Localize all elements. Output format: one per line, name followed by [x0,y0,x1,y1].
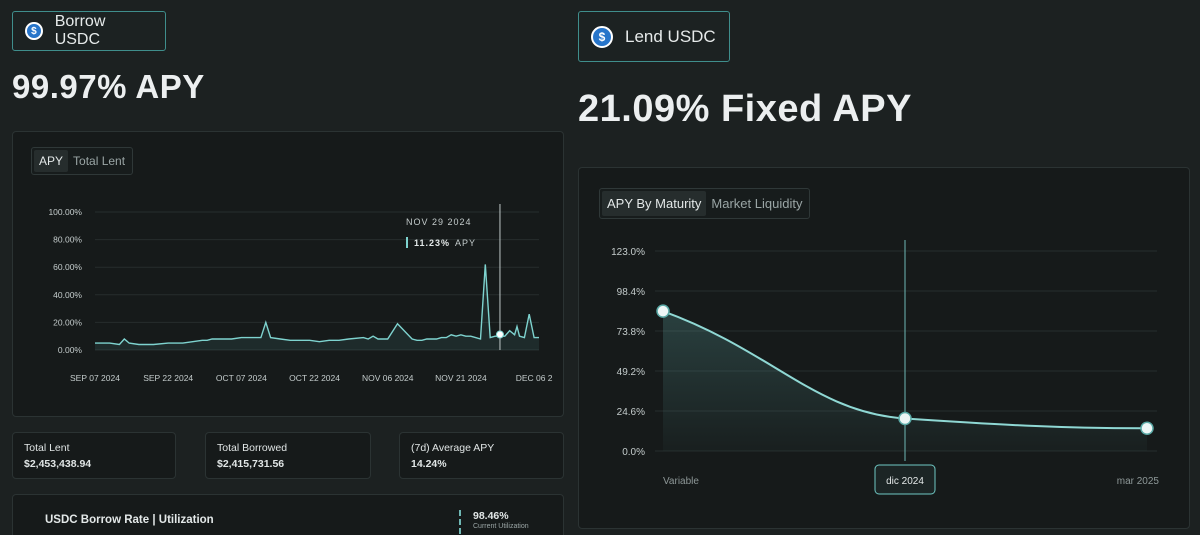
y-tick-label: 49.2% [617,367,645,378]
x-tick-label: DEC 06 2 [516,373,553,383]
lend-apy-headline: 21.09% Fixed APY [578,88,912,130]
borrow-chart-tabs: APY Total Lent [31,147,134,175]
lend-chart-tabs: APY By Maturity Market Liquidity [599,188,811,219]
tab-total-lent[interactable]: Total Lent [73,154,126,168]
highlighted-tick-box [874,464,936,495]
y-tick-label: 60.00% [53,262,82,272]
maturity-point [656,304,670,318]
utilization-marker [459,510,461,534]
tooltip-date: NOV 29 2024 [406,217,472,227]
lend-chart-panel: APY By Maturity Market Liquidity 123.0% 9… [578,167,1190,529]
x-tick-label: OCT 07 2024 [216,373,267,383]
borrow-rate-title: USDC Borrow Rate | Utilization [45,514,214,526]
maturity-area [663,311,1147,451]
tab-apy[interactable]: APY [34,150,69,172]
average-apy-card: (7d) Average APY 14.24% [399,432,564,479]
y-tick-label: 0.00% [58,345,83,355]
lend-usdc-label: Lend USDC [625,26,716,46]
y-tick-label: 123.0% [611,247,645,258]
usdc-icon: $ [25,22,43,40]
tooltip-value: 11.23% [414,238,450,248]
total-lent-label: Total Lent [24,442,70,454]
borrow-chart-panel: APY Total Lent 100.00% 80.00% 60.00% 40.00%… [12,131,564,417]
y-tick-label: 80.00% [53,235,82,245]
y-tick-label: 20.00% [53,317,82,327]
y-tick-label: 24.6% [617,407,645,418]
y-tick-label: 98.4% [617,287,645,298]
borrow-apy-chart[interactable]: 100.00% 80.00% 60.00% 40.00% 20.00% 0.00% SEP … [13,132,563,416]
average-apy-value: 14.24% [411,458,447,470]
utilization-label: Current Utilization [473,523,529,530]
borrow-usdc-label: Borrow USDC [54,13,106,48]
y-tick-label: 0.0% [622,447,645,458]
y-tick-label: 100.00% [48,207,82,217]
y-tick-label: 73.8% [617,327,645,338]
usdc-icon: $ [591,25,613,48]
total-borrowed-card: Total Borrowed $2,415,731.56 [205,432,371,479]
tab-market-liquidity[interactable]: Market Liquidity [711,196,803,211]
x-tick-label: dic 2024 [886,476,924,487]
average-apy-label: (7d) Average APY [411,442,495,454]
x-tick-label: Variable [663,476,699,487]
apy-area [95,264,539,350]
apy-series-line [95,264,539,346]
y-tick-label: 40.00% [53,290,82,300]
borrow-rate-panel: USDC Borrow Rate | Utilization 98.46% Cu… [12,494,564,535]
borrow-apy-headline: 99.97% APY [12,68,205,105]
total-lent-value: $2,453,438.94 [24,458,92,470]
utilization-value: 98.46% [473,510,509,522]
maturity-point [898,411,912,426]
tab-apy-by-maturity[interactable]: APY By Maturity [602,191,707,216]
x-tick-label: SEP 07 2024 [70,373,120,383]
lend-usdc-button[interactable]: $ Lend USDC [578,11,730,62]
crosshair-point [495,330,504,339]
total-lent-card: Total Lent $2,453,438.94 [12,432,176,479]
lend-maturity-chart[interactable]: 123.0% 98.4% 73.8% 49.2% 24.6% 0.0% Variable di… [579,168,1189,528]
x-tick-label: NOV 06 2024 [362,373,414,383]
borrow-usdc-button[interactable]: $ Borrow USDC [12,11,166,51]
tooltip-label: APY [455,238,476,248]
x-tick-label: mar 2025 [1117,476,1160,487]
total-borrowed-value: $2,415,731.56 [217,458,285,470]
x-tick-label: NOV 21 2024 [435,373,487,383]
x-tick-label: OCT 22 2024 [289,373,340,383]
total-borrowed-label: Total Borrowed [217,442,288,454]
maturity-point [1140,421,1154,435]
x-tick-label: SEP 22 2024 [143,373,193,383]
tooltip-swatch [406,237,408,248]
